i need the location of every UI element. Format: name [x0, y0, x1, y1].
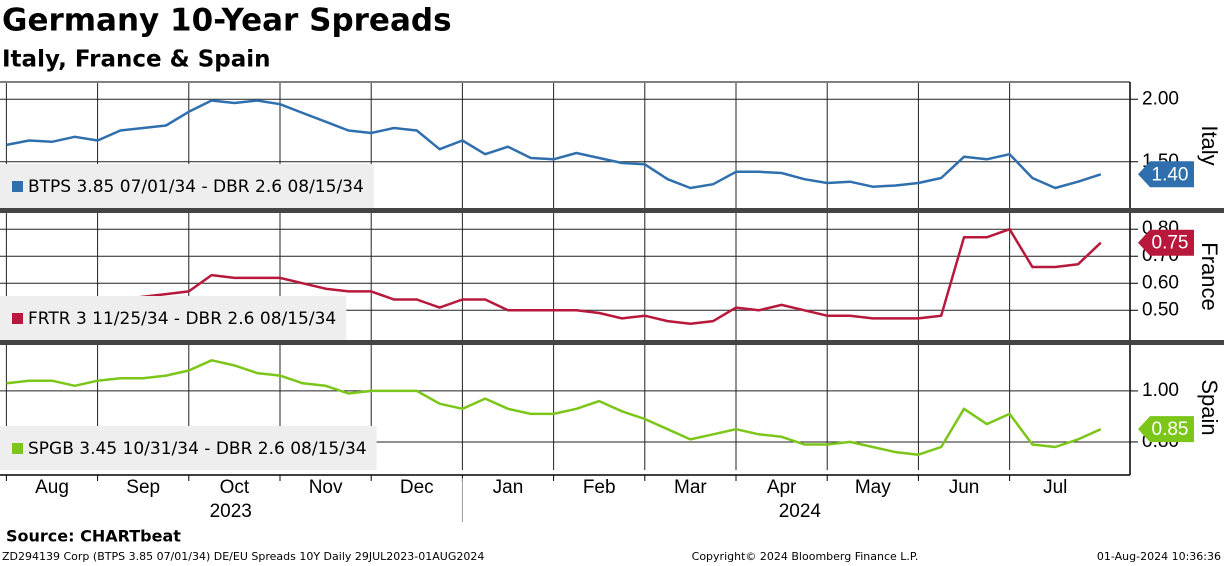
legend: BTPS 3.85 07/01/34 - DBR 2.6 08/15/34 — [0, 164, 374, 208]
value-label: 0.75 — [1152, 233, 1189, 254]
footer-right: 01-Aug-2024 10:36:36 — [1097, 550, 1221, 563]
legend-swatch — [12, 313, 23, 324]
x-tick-label: Feb — [583, 477, 616, 498]
panel-divider — [0, 208, 1224, 213]
legend-swatch — [12, 443, 23, 454]
legend-label: FRTR 3 11/25/34 - DBR 2.6 08/15/34 — [28, 309, 336, 329]
line — [6, 227, 1102, 326]
x-tick-label: Jun — [949, 477, 980, 498]
legend-label: SPGB 3.45 10/31/34 - DBR 2.6 08/15/34 — [28, 439, 367, 459]
value-callout — [1138, 161, 1194, 188]
legend-box — [0, 426, 377, 470]
line — [6, 99, 1102, 190]
x-tick-label: Oct — [220, 477, 250, 498]
axis-title: France — [1197, 242, 1222, 310]
chart-subtitle: Italy, France & Spain — [2, 47, 271, 73]
x-tick-label: Mar — [674, 477, 707, 498]
y-tick-label: 0.60 — [1142, 272, 1179, 293]
y-tick-label: 1.00 — [1142, 380, 1179, 401]
legend-swatch — [12, 181, 23, 192]
x-tick-label: Sep — [126, 477, 160, 498]
x-tick-label: Aug — [35, 477, 69, 498]
line — [6, 359, 1102, 456]
legend: FRTR 3 11/25/34 - DBR 2.6 08/15/34 — [0, 296, 347, 340]
x-tick-label: May — [855, 477, 891, 498]
x-tick-label: Nov — [309, 477, 343, 498]
legend: SPGB 3.45 10/31/34 - DBR 2.6 08/15/34 — [0, 426, 377, 470]
footer-center: Copyright© 2024 Bloomberg Finance L.P. — [692, 550, 919, 563]
x-tick-label: Dec — [400, 477, 434, 498]
value-label: 1.40 — [1152, 164, 1189, 185]
year-label: 2024 — [779, 501, 822, 522]
axis-title: Italy — [1197, 125, 1222, 165]
axis-title: Spain — [1197, 379, 1222, 435]
value-callout — [1138, 416, 1194, 443]
x-tick-label: Jan — [493, 477, 524, 498]
value-callout — [1138, 229, 1194, 256]
year-label: 2023 — [210, 501, 252, 522]
value-label: 0.85 — [1152, 419, 1189, 440]
footer-left: ZD294139 Corp (BTPS 3.85 07/01/34) DE/EU… — [2, 550, 484, 563]
chart-title: Germany 10-Year Spreads — [2, 3, 452, 39]
x-tick-label: Apr — [767, 477, 797, 498]
legend-box — [0, 164, 374, 208]
y-tick-label: 2.00 — [1142, 88, 1179, 109]
legend-box — [0, 296, 347, 340]
x-tick-label: Jul — [1043, 477, 1067, 498]
panel-divider — [0, 340, 1224, 345]
y-tick-label: 0.50 — [1142, 299, 1179, 320]
legend-label: BTPS 3.85 07/01/34 - DBR 2.6 08/15/34 — [28, 177, 364, 197]
source: Source: CHARTbeat — [6, 527, 181, 546]
